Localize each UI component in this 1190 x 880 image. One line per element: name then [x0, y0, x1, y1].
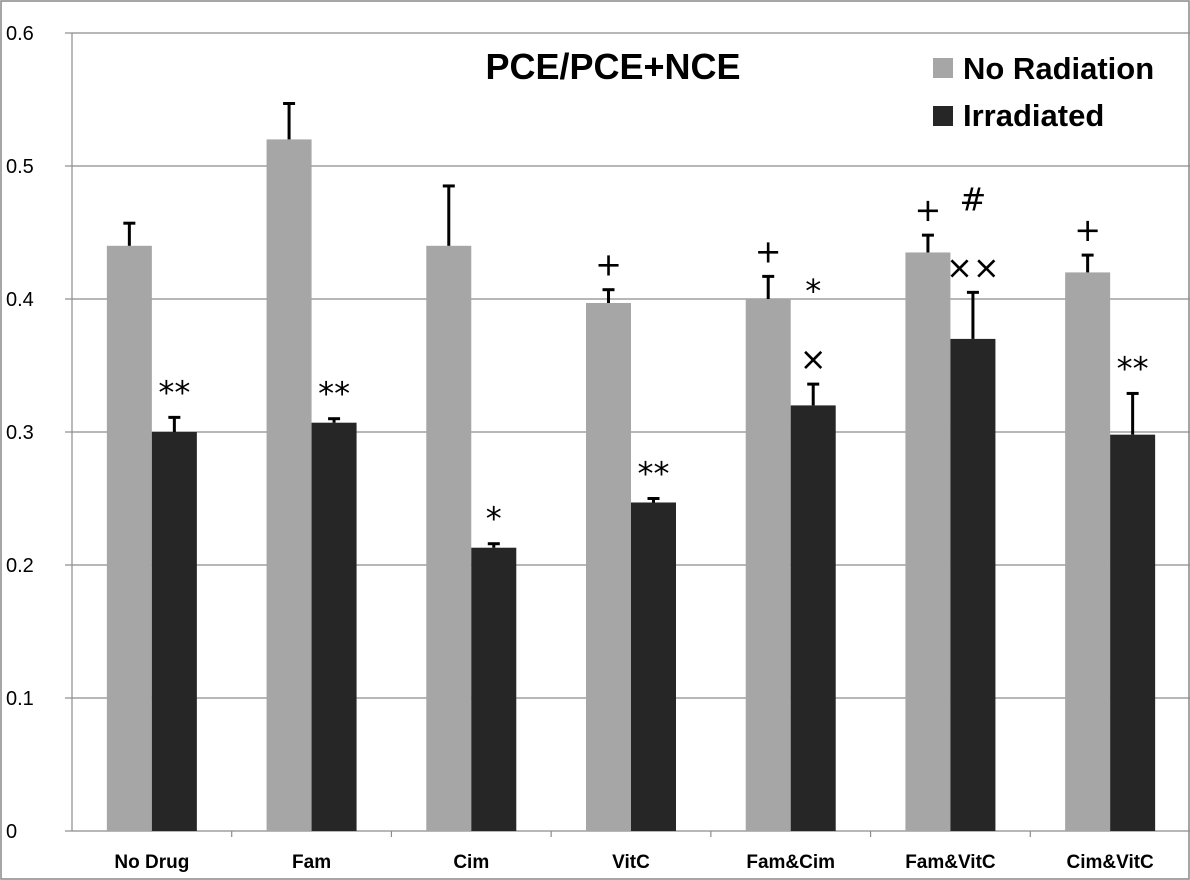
- significance-marker: *: [805, 272, 821, 310]
- bar-no-radiation: [745, 299, 791, 831]
- significance-marker: **: [318, 375, 350, 413]
- significance-marker: +: [755, 232, 782, 270]
- bar-irradiated: [471, 547, 517, 831]
- bar-irradiated: [790, 405, 836, 831]
- y-axis-ticks: 0 0.1 0.2 0.3 0.4 0.5 0.6: [6, 23, 73, 843]
- significance-marker: **: [1117, 349, 1149, 387]
- bar-no-radiation: [266, 139, 312, 831]
- x-tick-label: Cim: [453, 852, 489, 873]
- bar-irradiated: [311, 422, 357, 831]
- y-tick-label: 0.6: [6, 23, 34, 45]
- bar-no-radiation: [106, 245, 152, 832]
- y-tick-label: 0.5: [6, 156, 34, 178]
- significance-marker: +: [595, 246, 622, 284]
- legend-swatch-no-radiation: [933, 58, 953, 78]
- x-tick-label: VitC: [612, 852, 650, 873]
- legend: No Radiation Irradiated: [933, 51, 1154, 133]
- legend-swatch-irradiated: [933, 106, 953, 126]
- bar-irradiated: [950, 338, 996, 831]
- bars: [106, 139, 1156, 832]
- y-tick-label: 0.4: [6, 289, 34, 311]
- error-bars: [123, 101, 1139, 548]
- significance-marker: +: [915, 191, 942, 229]
- significance-marker: **: [158, 373, 190, 411]
- gridlines: [72, 32, 1190, 832]
- significance-annotations: ** ***+**+*×+ #××+**: [158, 180, 1148, 537]
- bar-irradiated: [631, 502, 676, 831]
- bar-irradiated: [151, 432, 197, 831]
- legend-label-irradiated: Irradiated: [963, 98, 1104, 133]
- bar-no-radiation: [905, 252, 951, 831]
- bar-no-radiation: [586, 302, 631, 831]
- legend-label-no-radiation: No Radiation: [963, 51, 1154, 86]
- x-tick-label: Fam&Cim: [746, 852, 835, 873]
- y-tick-label: 0: [6, 821, 17, 843]
- x-tick-label: Cim&VitC: [1067, 852, 1155, 873]
- bar-no-radiation: [426, 245, 472, 832]
- y-tick-label: 0.1: [6, 688, 34, 710]
- x-tick-label: Fam: [292, 852, 331, 873]
- significance-marker: +: [1074, 211, 1101, 249]
- x-tick-label: No Drug: [114, 852, 189, 873]
- significance-marker: **: [638, 455, 670, 493]
- bar-no-radiation: [1065, 272, 1111, 831]
- chart-title: PCE/PCE+NCE: [485, 46, 740, 87]
- significance-marker: ×: [800, 340, 827, 378]
- x-axis-labels: No Drug Fam Cim VitC Fam&Cim Fam&VitC Cim&VitC: [114, 831, 1154, 873]
- bar-irradiated: [1110, 434, 1156, 831]
- significance-marker: #: [960, 180, 987, 218]
- x-tick-label: Fam&VitC: [905, 852, 996, 873]
- significance-marker: ××: [946, 248, 1000, 286]
- y-tick-label: 0.3: [6, 422, 34, 444]
- y-tick-label: 0.2: [6, 555, 34, 577]
- significance-marker: *: [486, 500, 502, 538]
